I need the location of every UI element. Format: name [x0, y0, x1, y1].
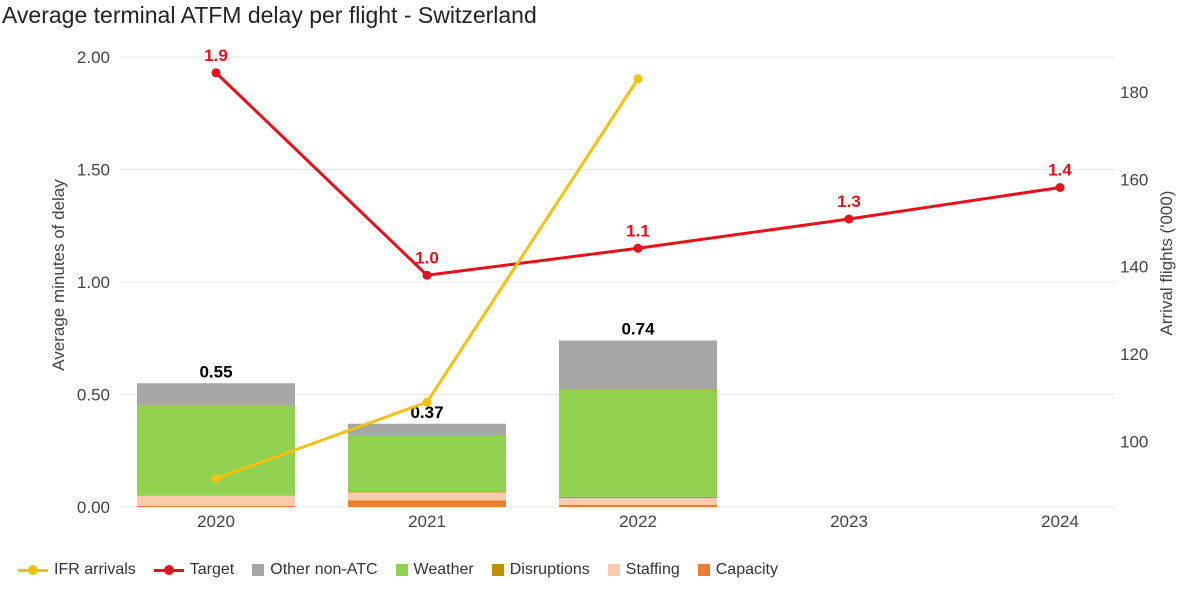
legend-item: Disruptions: [491, 561, 590, 579]
legend-box-swatch: [252, 564, 265, 576]
x-tick-label: 2020: [197, 512, 235, 531]
bar-segment-disruptions: [559, 496, 717, 498]
bar-segment-weather: [559, 390, 717, 497]
legend-label: Capacity: [715, 561, 778, 578]
legend-item: Staffing: [607, 561, 680, 579]
legend-item: Target: [153, 561, 235, 579]
legend-label: Other non-ATC: [270, 561, 378, 578]
legend-label: Disruptions: [509, 561, 590, 578]
bar-total-label: 0.37: [410, 403, 443, 422]
y2-tick-label: 180: [1120, 83, 1148, 102]
bar-segment-other-non-atc: [137, 383, 295, 406]
bar-segment-other-non-atc: [348, 423, 506, 435]
legend-line-swatch: [18, 564, 48, 575]
x-tick-label: 2024: [1041, 512, 1079, 531]
legend-label: Weather: [413, 561, 474, 578]
target-point: [633, 243, 643, 253]
y-tick-label: 0.00: [77, 498, 110, 517]
bar-segment-disruptions: [348, 491, 506, 493]
target-point: [1055, 183, 1065, 192]
ifr-arrivals-point: [633, 74, 643, 84]
y-tick-label: 1.50: [77, 161, 110, 180]
y-tick-label: 0.50: [77, 386, 110, 405]
legend-label: Staffing: [625, 561, 680, 578]
legend-dot: [163, 564, 174, 575]
y-tick-label: 2.00: [77, 48, 110, 67]
target-point: [844, 214, 854, 224]
bar-segment-capacity: [559, 504, 717, 507]
legend-label: IFR arrivals: [54, 561, 136, 578]
legend-box-swatch: [607, 564, 620, 576]
legend-item: IFR arrivals: [18, 561, 136, 579]
x-tick-label: 2021: [408, 512, 446, 531]
bar-segment-other-non-atc: [559, 340, 717, 390]
bar-segment-staffing: [559, 498, 717, 505]
target-point: [422, 270, 432, 280]
y-tick-label: 1.00: [77, 273, 110, 292]
y-axis-label: Average minutes of delay: [49, 179, 68, 371]
legend-line-swatch: [153, 564, 184, 575]
bar-segment-capacity: [348, 500, 506, 507]
bar-segment-capacity: [137, 505, 295, 507]
legend-box-swatch: [697, 564, 710, 576]
chart-title: Average terminal ATFM delay per flight -…: [2, 2, 537, 28]
legend-item: Capacity: [697, 561, 778, 579]
legend-dot: [28, 564, 38, 575]
legend-item: Weather: [395, 561, 474, 579]
y2-tick-label: 100: [1120, 432, 1148, 451]
chart-legend: IFR arrivals Target Other non-ATC Weather Di…: [18, 561, 778, 579]
x-tick-label: 2023: [830, 512, 868, 531]
target-label: 1.0: [415, 248, 439, 267]
bar-total-label: 0.55: [199, 362, 232, 381]
x-tick-label: 2022: [619, 512, 657, 531]
bar-segment-staffing: [137, 495, 295, 506]
target-point: [211, 68, 221, 78]
legend-box-swatch: [491, 564, 504, 576]
target-label: 1.9: [204, 46, 228, 65]
bar-segment-weather: [348, 435, 506, 492]
bar-total-label: 0.74: [621, 320, 655, 339]
legend-item: Other non-ATC: [252, 561, 378, 579]
y2-tick-label: 120: [1120, 345, 1148, 364]
legend-box-swatch: [395, 564, 408, 576]
target-label: 1.1: [626, 221, 650, 240]
y2-axis-label: Arrival flights ('000): [1157, 191, 1176, 336]
legend-label: Target: [189, 561, 235, 578]
y2-tick-label: 140: [1120, 258, 1148, 277]
target-label: 1.4: [1048, 161, 1072, 180]
y2-tick-label: 160: [1120, 170, 1148, 189]
bar-segment-staffing: [348, 492, 506, 501]
target-label: 1.3: [837, 192, 861, 211]
ifr-arrivals-point: [211, 474, 221, 484]
ifr-arrivals-point: [422, 397, 432, 407]
